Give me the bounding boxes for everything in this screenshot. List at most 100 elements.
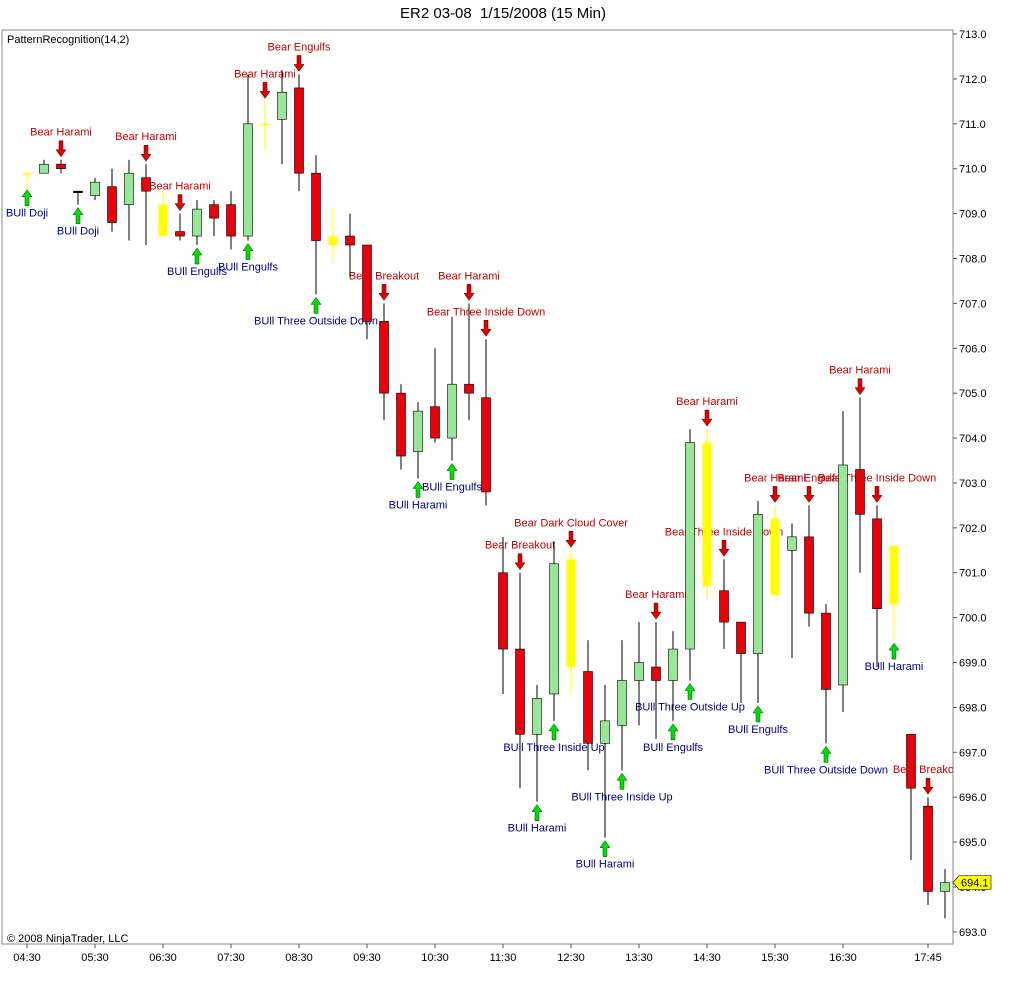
candle-body: [277, 92, 287, 120]
x-tick-label: 14:30: [693, 952, 721, 964]
pattern-label: Bear Harami: [438, 270, 500, 282]
pattern-label: Bear Three Inside Down: [818, 472, 936, 484]
y-tick-label: 697.0: [959, 747, 987, 759]
pattern-label: BUll Harami: [865, 661, 924, 673]
candle-body: [90, 181, 100, 196]
pattern-label: Bear Three Inside Down: [665, 526, 783, 538]
candle-body: [226, 204, 236, 237]
candle-body: [804, 536, 814, 614]
bear-arrow: [803, 486, 815, 503]
x-tick-label: 08:30: [285, 952, 313, 964]
bear-arrow: [701, 409, 713, 427]
last-price-label: 694.1: [961, 877, 989, 889]
y-tick-label: 706.0: [959, 343, 987, 355]
pattern-label: Bear Breakout: [893, 764, 963, 776]
bear-arrow: [463, 284, 475, 301]
candle-body: [464, 383, 474, 394]
candle-body: [906, 734, 916, 789]
candle-body: [600, 720, 610, 744]
pattern-label: BUll Three Outside Down: [254, 315, 378, 327]
pattern-label: BUll Three Outside Down: [764, 764, 888, 776]
x-tick-label: 07:30: [217, 952, 245, 964]
pattern-label: Bear Harami: [149, 181, 211, 193]
candle-body: [685, 442, 695, 650]
pattern-label: BUll Harami: [576, 859, 635, 871]
bear-arrow: [514, 553, 526, 571]
candle-body: [668, 648, 678, 681]
pattern-label: Bear Three Inside Down: [427, 306, 545, 318]
indicator-label: PatternRecognition(14,2): [7, 34, 129, 46]
x-tick-label: 15:30: [761, 952, 789, 964]
bull-arrow: [616, 772, 628, 790]
candle-body: [736, 621, 746, 654]
plot-area: [1, 29, 954, 945]
pattern-label: Bear Engulfs: [268, 41, 331, 53]
candle-body: [413, 410, 423, 452]
copyright: © 2008 NinjaTrader, LLC: [7, 933, 128, 945]
bear-arrow: [55, 140, 67, 158]
bear-arrow: [922, 777, 934, 795]
candle-body: [719, 590, 729, 623]
bear-arrow: [293, 55, 305, 72]
pattern-label: Bear Harami: [676, 396, 738, 408]
last-price-tag: [952, 875, 992, 890]
candle-body: [515, 648, 525, 735]
y-tick-label: 712.0: [959, 74, 987, 86]
pattern-label: Bear Engulfs: [778, 472, 841, 484]
candle-body: [158, 204, 168, 237]
candle-body: [872, 518, 882, 609]
y-tick-label: 705.0: [959, 388, 987, 400]
candle-body: [702, 442, 712, 587]
candle-body: [209, 204, 219, 219]
bull-arrow: [72, 207, 84, 224]
bull-arrow: [599, 840, 611, 857]
y-tick-label: 713.0: [959, 29, 987, 41]
pattern-label: Bear Breakout: [485, 540, 555, 552]
candle-body: [362, 244, 372, 322]
candle-body: [328, 236, 338, 246]
candle-body: [294, 87, 304, 174]
x-tick-label: 06:30: [149, 952, 177, 964]
y-tick-label: 707.0: [959, 298, 987, 310]
candle-body: [940, 882, 950, 892]
bear-arrow: [871, 486, 883, 503]
y-tick-label: 708.0: [959, 254, 987, 266]
candle-body: [481, 397, 491, 493]
bull-arrow: [242, 243, 254, 260]
x-tick-label: 04:30: [13, 952, 41, 964]
y-tick-label: 699.0: [959, 658, 987, 670]
candle-body: [311, 172, 321, 241]
y-tick-label: 709.0: [959, 209, 987, 221]
candle-body: [430, 406, 440, 439]
pattern-label: BUll Doji: [6, 208, 48, 220]
bear-arrow: [480, 320, 492, 337]
pattern-label: Bear Harami: [30, 127, 92, 139]
candle-body: [379, 321, 389, 394]
pattern-label: Bear Harami: [625, 589, 687, 601]
candle-body: [39, 163, 49, 174]
candle-body: [141, 177, 151, 192]
bear-arrow: [854, 378, 866, 396]
candle-body: [124, 172, 134, 205]
pattern-label: BUll Three Inside Up: [503, 742, 604, 754]
candle-body: [532, 698, 542, 735]
candle-body: [770, 518, 780, 596]
bear-arrow: [378, 284, 390, 301]
pattern-label: BUll Harami: [389, 499, 448, 511]
candle-body: [243, 123, 253, 237]
candle-body: [447, 383, 457, 439]
x-tick-label: 09:30: [353, 952, 381, 964]
bull-arrow: [21, 189, 33, 206]
candle-body: [260, 123, 270, 126]
pattern-label: BUll Three Inside Up: [571, 791, 672, 803]
pattern-label: BUll Engulfs: [167, 266, 227, 278]
candle-body: [396, 392, 406, 457]
candle-body: [345, 235, 355, 246]
candle-body: [838, 464, 848, 686]
candle-body: [923, 805, 933, 892]
y-tick-label: 696.0: [959, 792, 987, 804]
pattern-label: Bear Harami: [234, 68, 296, 80]
x-tick-label: 05:30: [81, 952, 109, 964]
bull-arrow: [752, 705, 764, 723]
bear-arrow: [174, 194, 186, 212]
